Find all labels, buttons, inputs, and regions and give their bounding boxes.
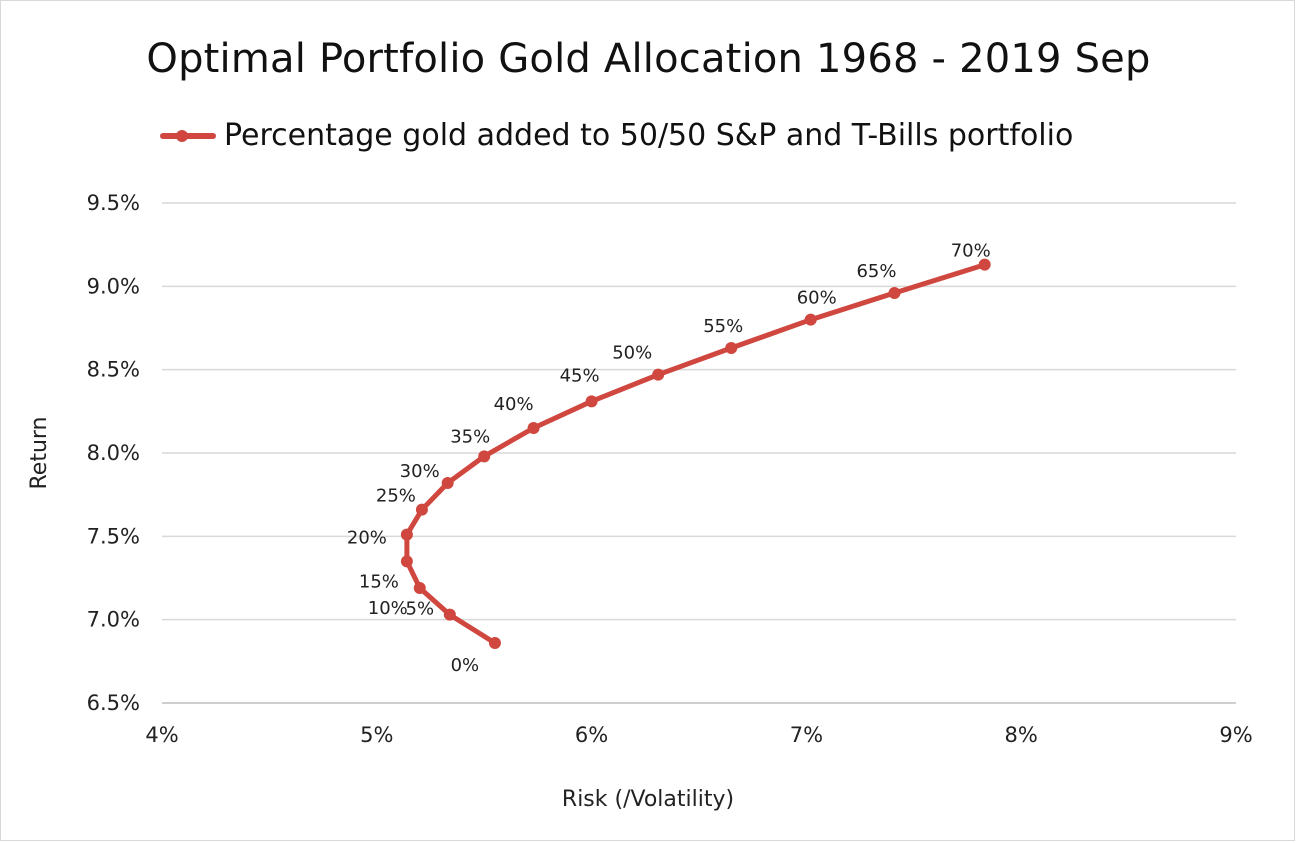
y-axis-title: Return [27, 416, 52, 489]
data-point [585, 395, 598, 408]
gridlines [162, 202, 1236, 704]
data-label: 70% [951, 241, 991, 262]
data-point [978, 258, 991, 271]
data-label: 35% [450, 426, 490, 447]
x-tick-label: 5% [360, 723, 393, 747]
data-label: 60% [797, 288, 837, 309]
y-tick-label: 9.0% [87, 274, 140, 298]
x-tick-label: 7% [790, 723, 823, 747]
chart-title: Optimal Portfolio Gold Allocation 1968 -… [146, 36, 1151, 82]
data-point [527, 422, 540, 434]
x-axis-title: Risk (/Volatility) [562, 787, 734, 812]
series-group: 0% 5%10% 15% 20% 25% 30% 35%40% 45% 50% 55% 60% 65%… [347, 241, 991, 676]
data-label: 65% [856, 261, 896, 282]
data-label: 40% [494, 394, 534, 415]
x-tick-label: 6% [575, 723, 608, 747]
y-tick-label: 8.0% [87, 441, 140, 465]
legend-line-icon [160, 129, 216, 142]
data-point [725, 342, 738, 354]
series-line [404, 262, 988, 646]
data-point [400, 528, 413, 541]
data-point [443, 608, 456, 621]
legend-label: Percentage gold added to 50/50 S&P and T… [224, 118, 1074, 153]
data-label: 30% [400, 461, 440, 482]
y-tick-label: 7.5% [87, 524, 140, 548]
data-point [441, 477, 454, 489]
data-label: 45% [560, 365, 600, 386]
data-point [415, 503, 428, 516]
legend-marker-icon [176, 129, 188, 142]
data-label: 15% [359, 571, 399, 592]
data-label: 55% [703, 316, 743, 337]
data-label: 20% [347, 528, 387, 549]
data-label: 25% [376, 486, 416, 507]
x-tick-label: 9% [1219, 723, 1252, 747]
y-tick-label: 9.5% [87, 191, 140, 215]
data-point [888, 287, 901, 299]
data-label: 5% [406, 599, 435, 620]
data-point [652, 368, 665, 381]
y-tick-label: 7.0% [87, 608, 140, 632]
data-label: 50% [612, 343, 652, 364]
data-point [804, 313, 817, 326]
legend: Percentage gold added to 50/50 S&P and T… [160, 118, 1073, 153]
data-label: 10% [368, 598, 408, 619]
y-axis-ticks: 6.5% 7.0% 7.5% 8.0% 8.5% 9.0% 9.5% [87, 191, 140, 715]
data-point [400, 555, 413, 568]
x-tick-label: 8% [1005, 723, 1038, 747]
x-tick-label: 4% [145, 723, 178, 747]
x-axis-ticks: 4% 5% 6% 7% 8% 9% [145, 723, 1252, 747]
data-point [413, 582, 426, 594]
y-tick-label: 6.5% [87, 691, 140, 715]
data-label: 0% [451, 655, 480, 676]
data-point [478, 450, 491, 463]
y-tick-label: 8.5% [87, 358, 140, 382]
data-point [488, 637, 501, 649]
